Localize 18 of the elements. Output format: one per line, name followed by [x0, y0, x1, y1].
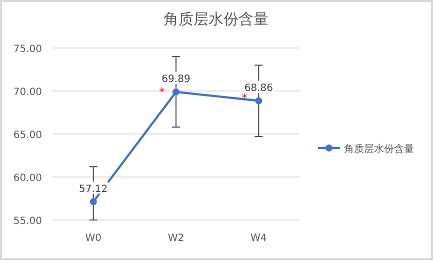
x-tick-label: W4 — [250, 233, 267, 244]
legend-label: 角质层水份含量 — [344, 143, 414, 155]
point — [255, 97, 262, 104]
chart-title: 角质层水份含量 — [164, 10, 268, 28]
y-tick-label: 65.00 — [13, 130, 42, 141]
annotation: * — [242, 91, 248, 104]
data-label: 68.86 — [244, 82, 273, 94]
y-tick-label: 55.00 — [13, 216, 42, 227]
data-label: 57.12 — [79, 184, 108, 195]
y-tick-label: 75.00 — [13, 44, 42, 55]
x-tick-label: W0 — [85, 233, 102, 244]
y-tick-label: 60.00 — [13, 173, 42, 184]
data-label: 69.89 — [162, 74, 190, 85]
point — [90, 198, 97, 206]
y-tick-label: 70.00 — [13, 87, 42, 98]
annotation: * — [159, 85, 166, 98]
point — [172, 88, 180, 96]
x-tick-label: W2 — [168, 233, 184, 244]
